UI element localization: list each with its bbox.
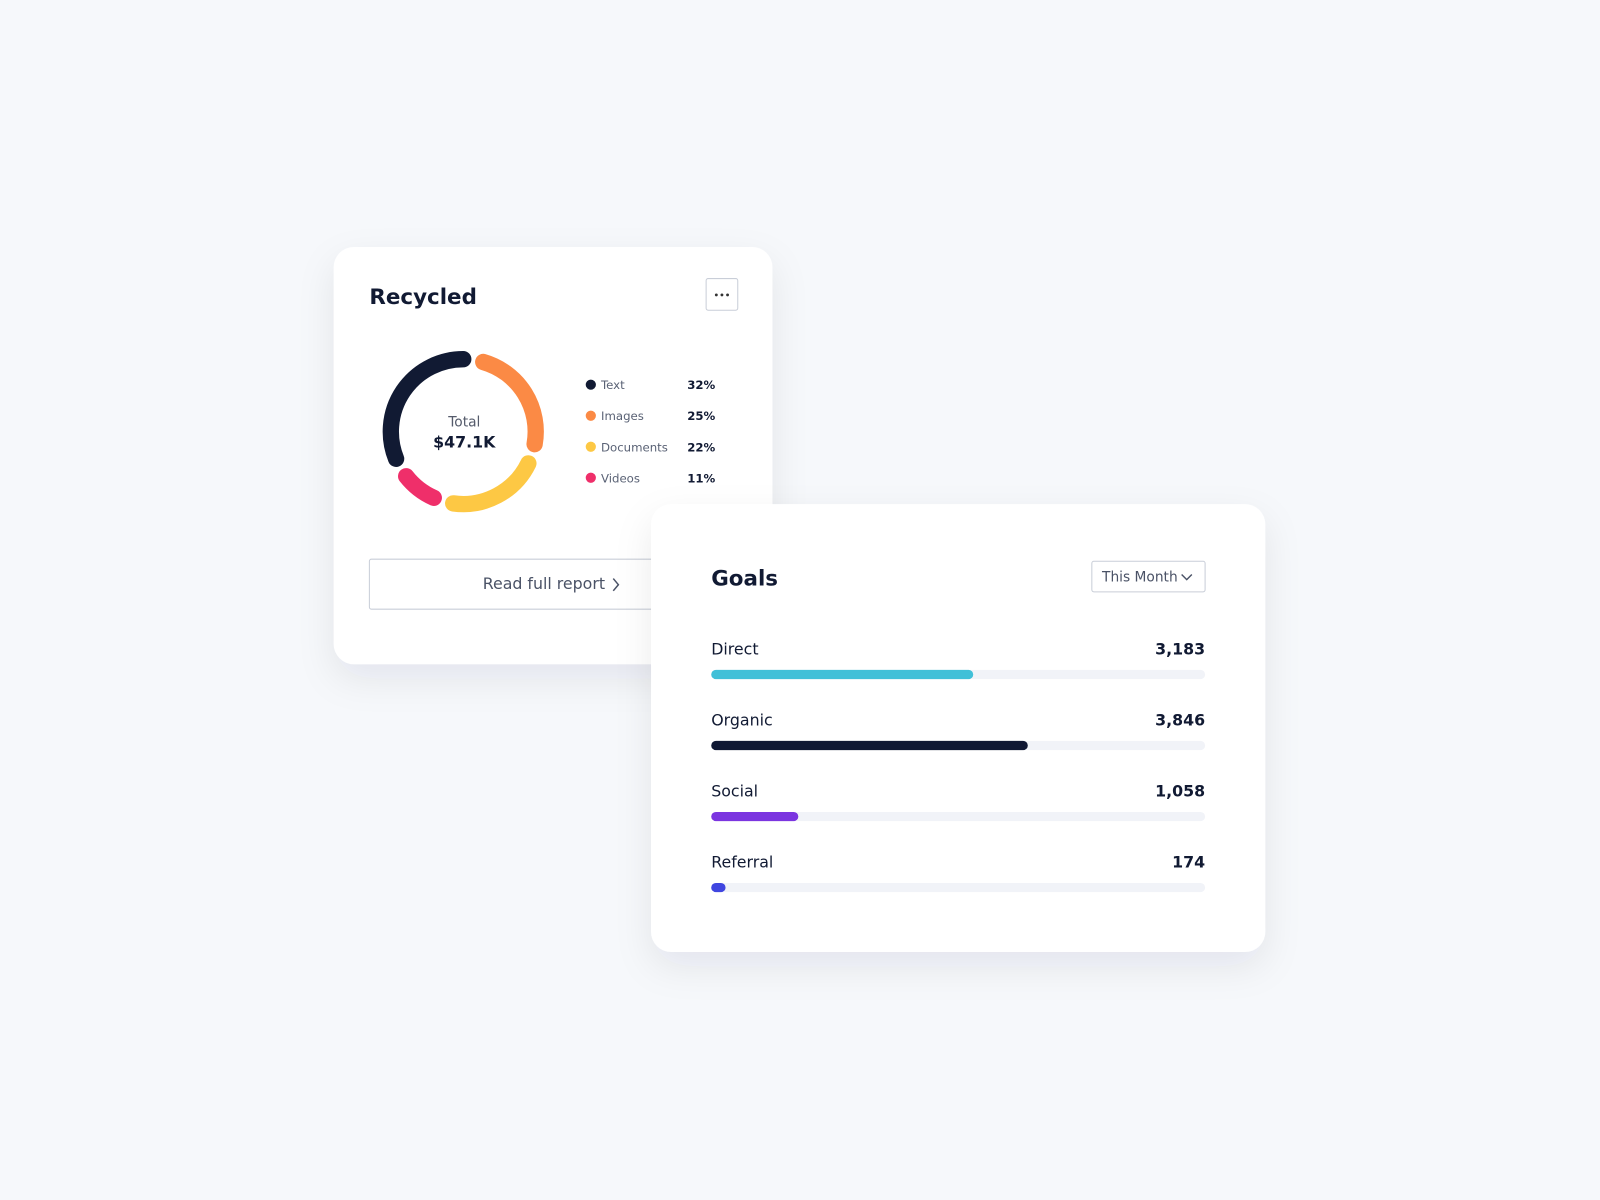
legend-label: Images	[601, 409, 644, 423]
legend-label: Documents	[601, 440, 668, 454]
dot	[726, 293, 729, 297]
goal-value: 1,058	[1155, 782, 1205, 801]
legend-value: 11%	[687, 471, 715, 485]
dot	[714, 293, 718, 297]
donut-segment	[445, 455, 537, 513]
legend-value: 22%	[687, 440, 715, 454]
bar	[711, 811, 799, 822]
period-dropdown[interactable]: This Month	[1091, 560, 1206, 593]
goal-label: Referral	[711, 853, 773, 872]
dropdown-label[interactable]: This Month	[1101, 570, 1178, 586]
goal-value: 174	[1172, 853, 1205, 872]
donut-segment	[475, 353, 544, 453]
goal-value: 3,183	[1155, 640, 1205, 659]
bar	[711, 669, 974, 680]
legend-dot	[585, 441, 596, 452]
chevron	[612, 578, 620, 592]
bar-track	[711, 882, 1206, 893]
bar	[711, 882, 726, 893]
goal-label: Organic	[711, 711, 772, 730]
menu-button[interactable]	[705, 278, 739, 311]
dot	[720, 293, 724, 297]
legend-label: Text	[600, 378, 625, 392]
legend-dot	[585, 410, 596, 421]
report-button[interactable]: Read full report	[368, 558, 738, 610]
goals-card	[651, 504, 1266, 953]
card-title: Recycled	[369, 285, 477, 310]
chevron	[1181, 573, 1193, 581]
dropdown-box[interactable]	[1091, 560, 1206, 593]
legend-dot	[585, 379, 596, 390]
legend-value: 32%	[687, 378, 715, 392]
goal-value: 3,846	[1155, 711, 1205, 730]
card-title: Goals	[711, 567, 778, 592]
bar-track	[711, 811, 1206, 822]
donut-segment	[398, 468, 442, 506]
center-value: $47.1K	[433, 432, 496, 451]
legend-value: 25%	[687, 409, 715, 423]
goal-label: Direct	[711, 640, 758, 659]
button-label[interactable]: Read full report	[483, 574, 605, 593]
goal-label: Social	[711, 782, 758, 801]
bar	[711, 740, 1028, 751]
donut-segment	[382, 351, 472, 467]
center-label: Total	[447, 414, 480, 430]
legend-label: Videos	[601, 471, 640, 485]
legend-dot	[585, 472, 596, 483]
